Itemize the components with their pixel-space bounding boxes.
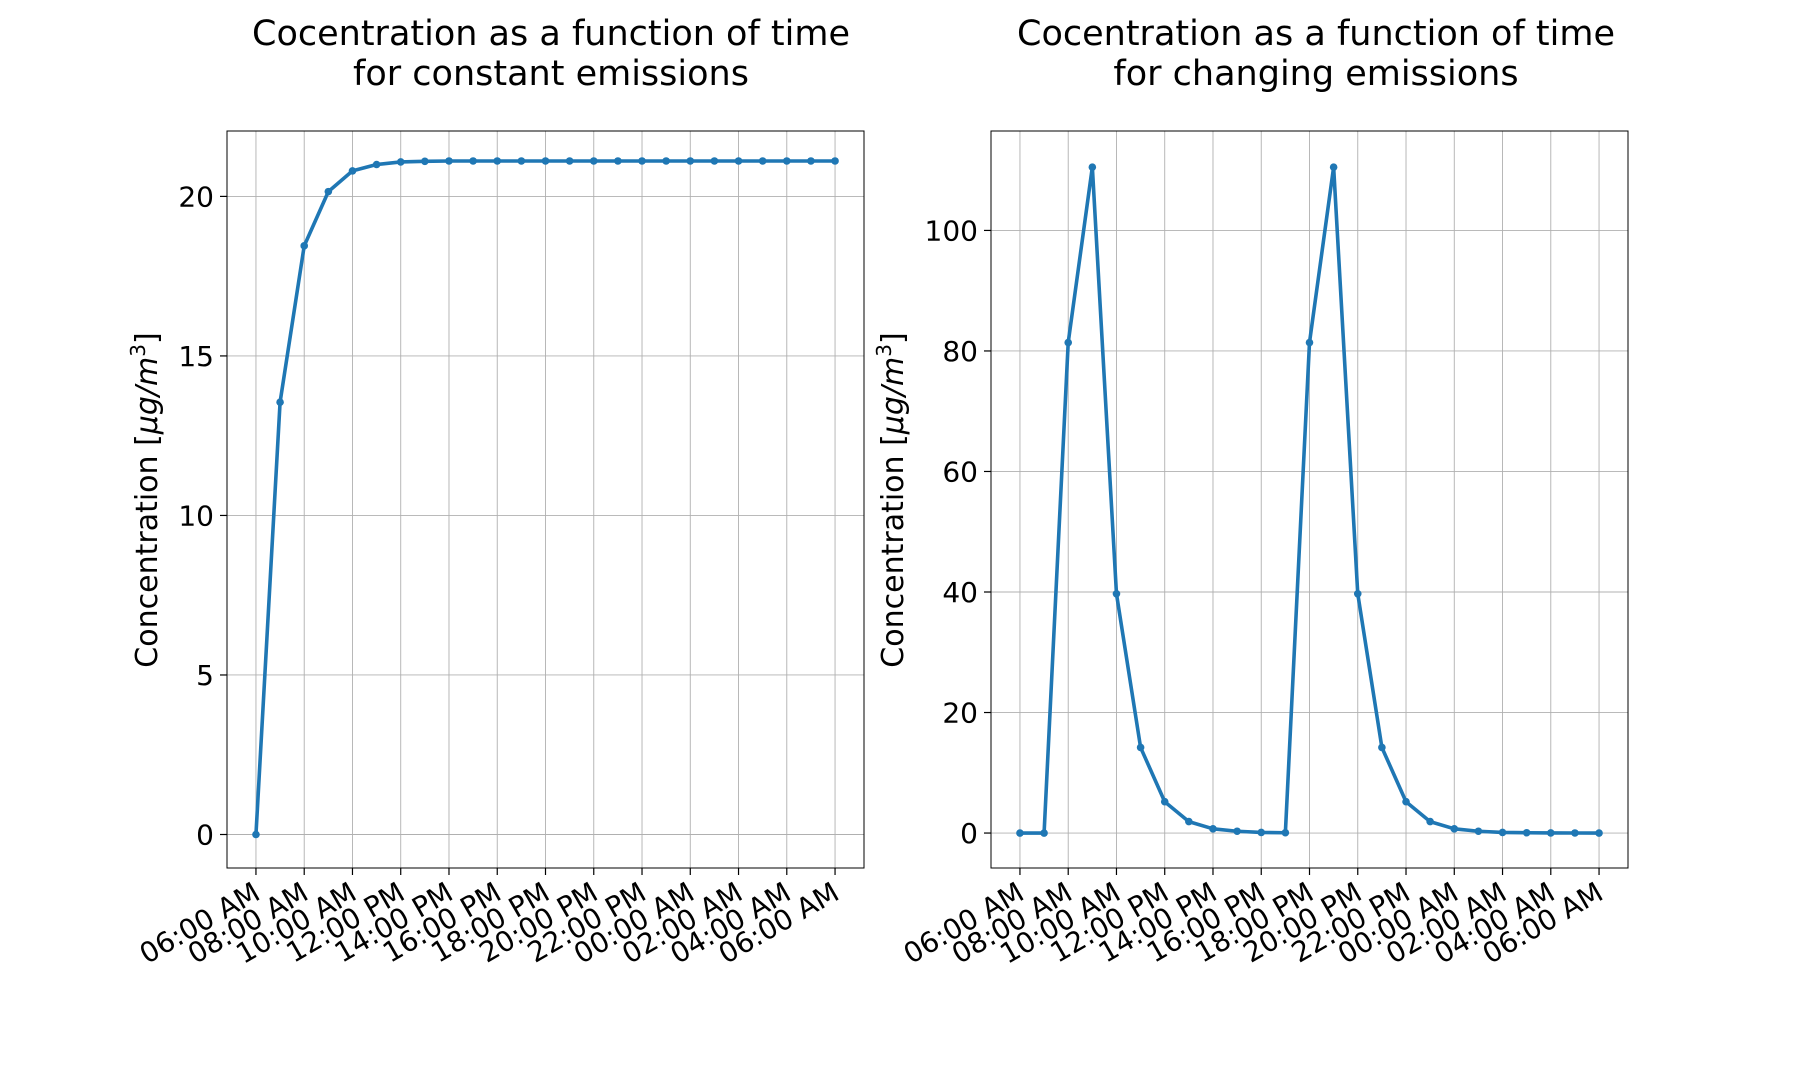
data-point — [1233, 827, 1241, 836]
data-point — [1185, 817, 1193, 826]
y-tick-label: 40 — [942, 576, 978, 609]
data-point — [1426, 817, 1434, 826]
data-point — [807, 157, 815, 165]
data-point — [1546, 829, 1555, 837]
chart-title-line2: for changing emissions — [1113, 54, 1518, 94]
data-point — [1353, 590, 1362, 598]
data-point — [1595, 829, 1603, 837]
data-point — [1136, 743, 1145, 752]
data-point — [638, 157, 646, 165]
data-point — [589, 157, 598, 165]
data-point — [1498, 828, 1507, 837]
data-point — [614, 157, 622, 165]
grid — [227, 131, 864, 868]
data-point — [1209, 825, 1217, 833]
data-point — [396, 158, 405, 166]
data-point — [1112, 590, 1121, 598]
y-tick-label: 20 — [942, 697, 978, 730]
data-point — [372, 160, 381, 169]
grid — [991, 131, 1628, 868]
y-tick-label: 0 — [960, 817, 978, 850]
data-point — [1450, 825, 1459, 833]
chart-constant-emissions: Cocentration as a function of time for c… — [126, 14, 865, 971]
y-axis-label: Concentration [μg/m3] — [126, 332, 165, 667]
data-point — [1474, 827, 1483, 836]
y-tick-label: 5 — [196, 659, 214, 692]
data-point — [541, 157, 550, 165]
data-point — [1305, 338, 1314, 347]
y-tick-label: 10 — [178, 499, 214, 532]
data-point — [1522, 828, 1531, 837]
data-point — [324, 187, 333, 196]
data-point — [517, 157, 526, 165]
y-tick-label: 20 — [178, 180, 214, 213]
series — [252, 157, 839, 839]
data-point — [421, 157, 429, 166]
data-point — [710, 157, 719, 165]
data-point — [1257, 828, 1266, 837]
data-point — [1402, 797, 1410, 806]
y-tick-label: 60 — [942, 455, 978, 488]
data-point — [1088, 163, 1097, 171]
data-point — [734, 157, 743, 165]
data-point — [252, 830, 260, 839]
data-point — [686, 157, 695, 165]
y-tick-label: 80 — [942, 335, 978, 368]
y-tick-label: 0 — [196, 819, 214, 852]
data-point — [782, 157, 791, 165]
data-point — [1040, 829, 1048, 837]
data-point — [662, 157, 670, 165]
data-point — [1160, 797, 1169, 806]
data-point — [1064, 338, 1073, 347]
data-point — [1016, 829, 1024, 837]
y-tick-label: 100 — [925, 214, 978, 247]
data-point — [1281, 828, 1290, 837]
data-point — [493, 157, 502, 165]
chart-changing-emissions: Cocentration as a function of time for c… — [872, 14, 1629, 971]
data-point — [831, 157, 839, 165]
data-point — [445, 157, 453, 165]
data-point — [300, 242, 309, 250]
data-point — [1378, 743, 1386, 752]
data-point — [565, 157, 574, 165]
data-point — [469, 157, 477, 165]
chart-title-line1: Cocentration as a function of time — [1017, 14, 1615, 54]
y-axis-label: Concentration [μg/m3] — [872, 332, 911, 667]
series — [1016, 163, 1603, 837]
data-point — [276, 398, 284, 406]
chart-title-line1: Cocentration as a function of time — [252, 14, 850, 54]
data-point — [758, 157, 767, 165]
data-point — [1329, 163, 1338, 171]
data-point — [1571, 829, 1579, 837]
chart-title-line2: for constant emissions — [353, 54, 749, 94]
y-tick-label: 15 — [178, 340, 214, 373]
data-point — [348, 167, 357, 175]
